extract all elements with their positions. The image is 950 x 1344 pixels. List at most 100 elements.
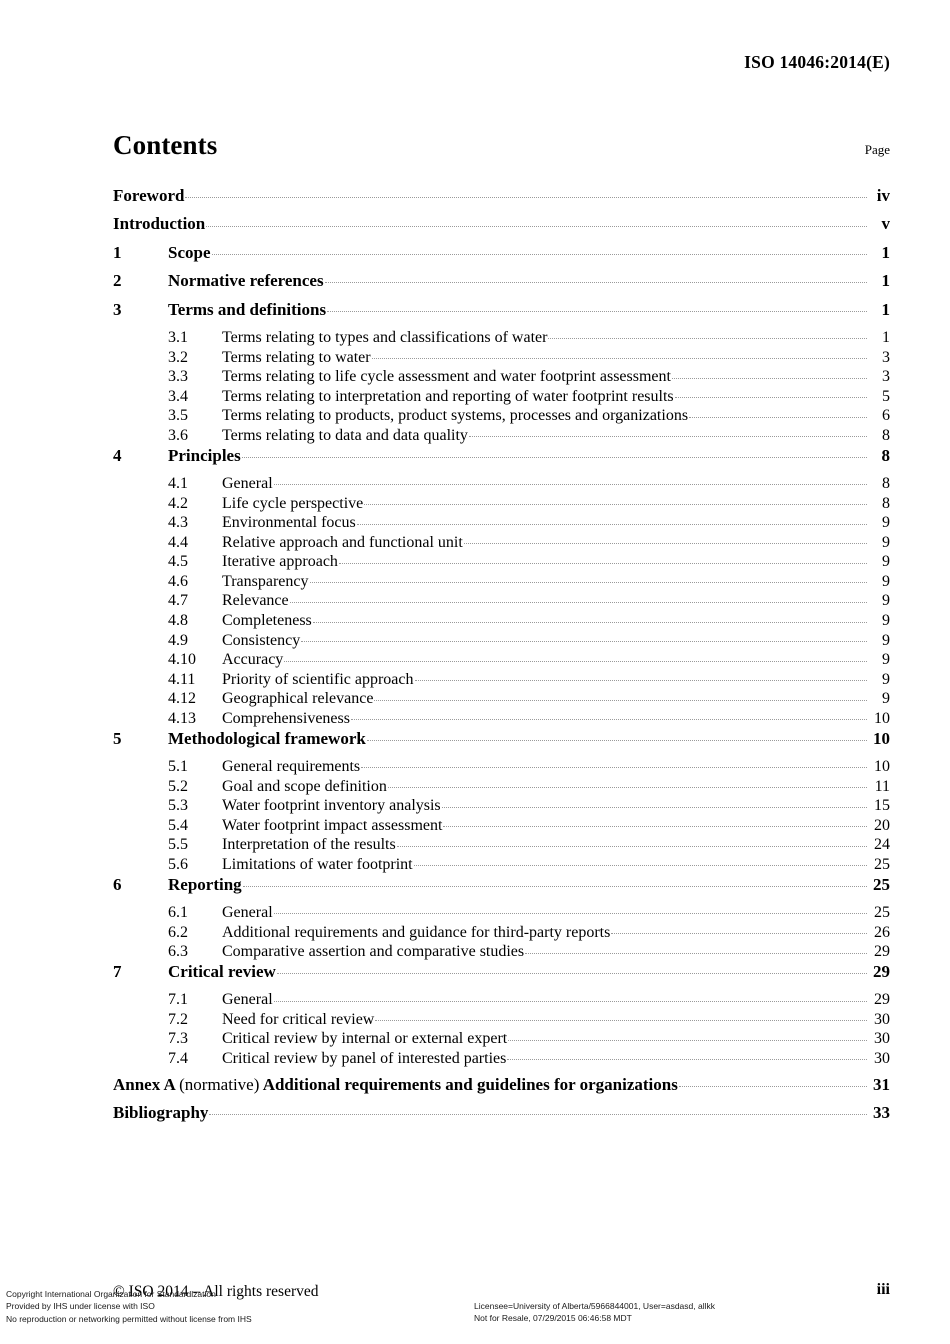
toc-entry-page: 25 (874, 903, 890, 921)
toc-entry[interactable]: 7.1 General 29 (113, 988, 890, 1008)
toc-entry-label: Iterative approach (222, 553, 338, 571)
toc-entry-page: 25 (873, 874, 890, 894)
toc-entry-label: Critical review by internal or external … (222, 1030, 508, 1048)
dot-leader (356, 511, 867, 527)
dot-leader (301, 629, 867, 645)
toc-entry[interactable]: 4.12 Geographical relevance 9 (113, 687, 890, 707)
dot-leader (548, 326, 867, 342)
toc-entry-page: 9 (882, 533, 890, 551)
toc-entry-page: 8 (882, 426, 890, 444)
toc-entry-page: 29 (874, 943, 890, 961)
toc-entry-label: Normative references (168, 271, 324, 291)
toc-entry-label: Comparative assertion and comparative st… (222, 943, 525, 961)
toc-entry-label: Reporting (168, 874, 242, 894)
toc-entry-number: 4.10 (168, 651, 196, 669)
toc-entry[interactable]: 1 Scope 1 (113, 241, 890, 269)
licensee-stamp: Licensee=University of Alberta/596684400… (474, 1300, 715, 1325)
toc-entry-label: Goal and scope definition (222, 777, 387, 795)
toc-entry-label: Critical review by panel of interested p… (222, 1049, 507, 1067)
toc-entry-number: 5.4 (168, 816, 188, 834)
toc-entry-number: 2 (113, 271, 122, 291)
toc-entry-number: 7.1 (168, 991, 188, 1009)
toc-entry[interactable]: 2 Normative references 1 (113, 269, 890, 297)
toc-entry[interactable]: 3.5 Terms relating to products, product s… (113, 404, 890, 424)
toc-entry-number: 4.11 (168, 670, 196, 688)
toc-entry-number: 4.12 (168, 690, 196, 708)
toc-entry-annex[interactable]: Annex A (normative) Additional requireme… (113, 1073, 890, 1101)
toc-entry-page: 30 (874, 1030, 890, 1048)
table-of-contents: Foreword iv Introduction v 1 Scope 1 2 Normative… (113, 184, 890, 1129)
toc-entry-page: 3 (882, 348, 890, 366)
toc-entry-page: 24 (874, 836, 890, 854)
toc-entry-label: Consistency (222, 631, 301, 649)
toc-entry[interactable]: 4.4 Relative approach and functional unit… (113, 531, 890, 551)
toc-entry[interactable]: 4 Principles 8 (113, 444, 890, 472)
dot-leader (674, 385, 867, 401)
toc-entry[interactable]: 4.13 Comprehensiveness 10 (113, 707, 890, 727)
toc-entry[interactable]: 7.4 Critical review by panel of intereste… (113, 1047, 890, 1067)
toc-entry[interactable]: 5 Methodological framework 10 (113, 727, 890, 755)
toc-entry-number: 6.2 (168, 923, 188, 941)
toc-entry-page: 10 (874, 758, 890, 776)
toc-entry-number: 3.2 (168, 348, 188, 366)
toc-entry-page: 8 (882, 494, 890, 512)
dot-leader (309, 570, 868, 586)
toc-entry[interactable]: 5.2 Goal and scope definition 11 (113, 775, 890, 795)
toc-entry[interactable]: 3.2 Terms relating to water 3 (113, 346, 890, 366)
toc-entry[interactable]: 3 Terms and definitions 1 (113, 298, 890, 326)
toc-entry[interactable]: 4.10 Accuracy 9 (113, 648, 890, 668)
toc-entry[interactable]: 4.6 Transparency 9 (113, 570, 890, 590)
toc-entry-number: 3 (113, 299, 122, 319)
toc-entry-page: 31 (873, 1074, 890, 1094)
toc-entry-page: iv (876, 186, 890, 205)
toc-entry-page: 9 (882, 612, 890, 630)
toc-entry[interactable]: 5.1 General requirements 10 (113, 755, 890, 775)
toc-entry[interactable]: 5.6 Limitations of water footprint 25 (113, 853, 890, 873)
toc-entry-label: General (222, 474, 273, 492)
toc-entry[interactable]: 5.5 Interpretation of the results 24 (113, 833, 890, 853)
toc-entry-label: Relevance (222, 592, 289, 610)
toc-entry[interactable]: 6 Reporting 25 (113, 873, 890, 901)
toc-entry-page: 9 (882, 670, 890, 688)
toc-entry-page: 10 (873, 728, 890, 748)
toc-entry-page: 9 (882, 631, 890, 649)
toc-entry[interactable]: 4.3 Environmental focus 9 (113, 511, 890, 531)
toc-entry[interactable]: 6.1 General 25 (113, 901, 890, 921)
toc-entry-label: Critical review (168, 961, 276, 981)
toc-entry-label: Environmental focus (222, 514, 356, 532)
toc-entry[interactable]: 5.3 Water footprint inventory analysis 15 (113, 794, 890, 814)
toc-entry[interactable]: Introduction v (113, 212, 890, 240)
toc-entry-label: Foreword (113, 186, 185, 205)
dot-leader (678, 1073, 867, 1090)
toc-entry[interactable]: 4.2 Life cycle perspective 8 (113, 492, 890, 512)
toc-entry[interactable]: 3.3 Terms relating to life cycle assessme… (113, 365, 890, 385)
toc-entry[interactable]: 3.1 Terms relating to types and classific… (113, 326, 890, 346)
toc-entry[interactable]: 4.9 Consistency 9 (113, 629, 890, 649)
toc-entry-bibliography[interactable]: Bibliography 33 (113, 1101, 890, 1129)
toc-entry-page: v (881, 214, 891, 234)
toc-entry[interactable]: 3.4 Terms relating to interpretation and … (113, 385, 890, 405)
dot-leader (371, 346, 867, 362)
ihs-license-stamp: Copyright International Organization for… (6, 1288, 252, 1325)
toc-entry-page: 9 (882, 651, 890, 669)
toc-entry[interactable]: 5.4 Water footprint impact assessment 20 (113, 814, 890, 834)
toc-entry[interactable]: Foreword iv (113, 184, 890, 212)
toc-entry[interactable]: 4.11 Priority of scientific approach 9 (113, 668, 890, 688)
toc-entry[interactable]: 7 Critical review 29 (113, 960, 890, 988)
dot-leader (611, 921, 867, 937)
toc-entry[interactable]: 6.3 Comparative assertion and comparative… (113, 940, 890, 960)
toc-entry[interactable]: 4.8 Completeness 9 (113, 609, 890, 629)
toc-entry[interactable]: 7.3 Critical review by internal or extern… (113, 1027, 890, 1047)
toc-entry-label: Annex A (normative) Additional requireme… (113, 1076, 678, 1093)
toc-entry[interactable]: 3.6 Terms relating to data and data quali… (113, 424, 890, 444)
toc-entry[interactable]: 4.1 General 8 (113, 472, 890, 492)
toc-entry[interactable]: 4.7 Relevance 9 (113, 589, 890, 609)
toc-entry-label: Introduction (113, 214, 206, 234)
dot-leader (273, 472, 867, 488)
toc-entry[interactable]: 7.2 Need for critical review 30 (113, 1008, 890, 1028)
toc-entry[interactable]: 4.5 Iterative approach 9 (113, 550, 890, 570)
toc-entry-page: 29 (873, 961, 890, 981)
toc-entry[interactable]: 6.2 Additional requirements and guidance … (113, 921, 890, 941)
toc-entry-page: 8 (882, 474, 890, 492)
toc-entry-page: 29 (874, 991, 890, 1009)
